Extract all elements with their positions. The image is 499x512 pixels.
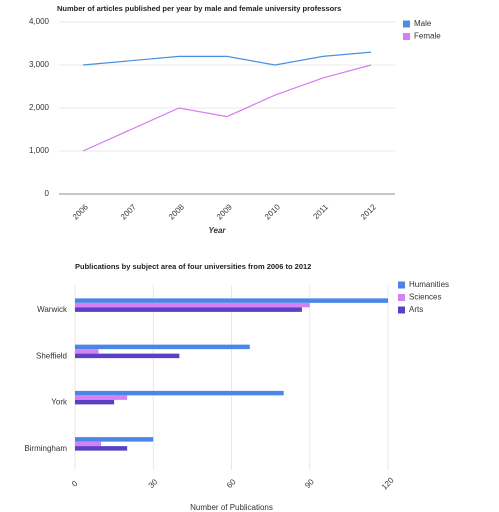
bar [75, 298, 388, 303]
y-tick-label: 2,000 [29, 103, 50, 112]
x-tick-label: 2007 [119, 202, 138, 221]
bar [75, 353, 180, 359]
x-tick-label: 60 [225, 477, 238, 490]
x-axis-label: Number of Publications [190, 503, 273, 512]
x-tick-label: 2009 [215, 202, 234, 221]
legend-label: Sciences [409, 293, 441, 302]
bar [75, 399, 115, 405]
x-tick-label: 2010 [263, 202, 282, 221]
y-tick-label: 4,000 [29, 17, 50, 26]
legend-label: Male [414, 19, 432, 28]
line-series [82, 51, 372, 66]
legend-label: Humanities [409, 280, 449, 289]
legend-swatch [398, 281, 405, 289]
bar [75, 395, 128, 400]
x-tick-label: 0 [70, 479, 80, 489]
bar [75, 349, 99, 354]
bar [75, 390, 284, 396]
bar [75, 446, 128, 451]
y-tick-label: Sheffield [36, 351, 67, 360]
legend-swatch [398, 306, 405, 314]
x-axis-label: Year [208, 226, 226, 235]
y-tick-label: 0 [45, 189, 50, 198]
y-tick-label: Warwick [37, 305, 68, 314]
x-tick-label: 90 [303, 477, 316, 490]
x-tick-label: 2012 [359, 202, 378, 221]
chart-title: Publications by subject area of four uni… [75, 262, 311, 271]
x-tick-label: 120 [380, 475, 396, 491]
x-tick-label: 2011 [311, 202, 330, 221]
legend-label: Arts [409, 305, 423, 314]
bar [75, 302, 310, 308]
legend-swatch [403, 33, 410, 40]
x-tick-label: 30 [147, 477, 160, 490]
bar [75, 344, 250, 350]
line-series [82, 64, 372, 152]
chart-title: Number of articles published per year by… [57, 4, 341, 13]
legend-swatch [403, 20, 410, 28]
y-tick-label: York [51, 398, 68, 407]
bar [75, 437, 154, 442]
y-tick-label: 1,000 [29, 146, 50, 155]
bar [75, 307, 302, 312]
legend-swatch [398, 294, 405, 301]
x-tick-label: 2008 [167, 202, 186, 221]
x-tick-label: 2006 [71, 202, 90, 221]
y-tick-label: 3,000 [29, 60, 50, 69]
bar [75, 441, 102, 447]
legend-label: Female [414, 32, 441, 41]
y-tick-label: Birmingham [24, 444, 67, 453]
